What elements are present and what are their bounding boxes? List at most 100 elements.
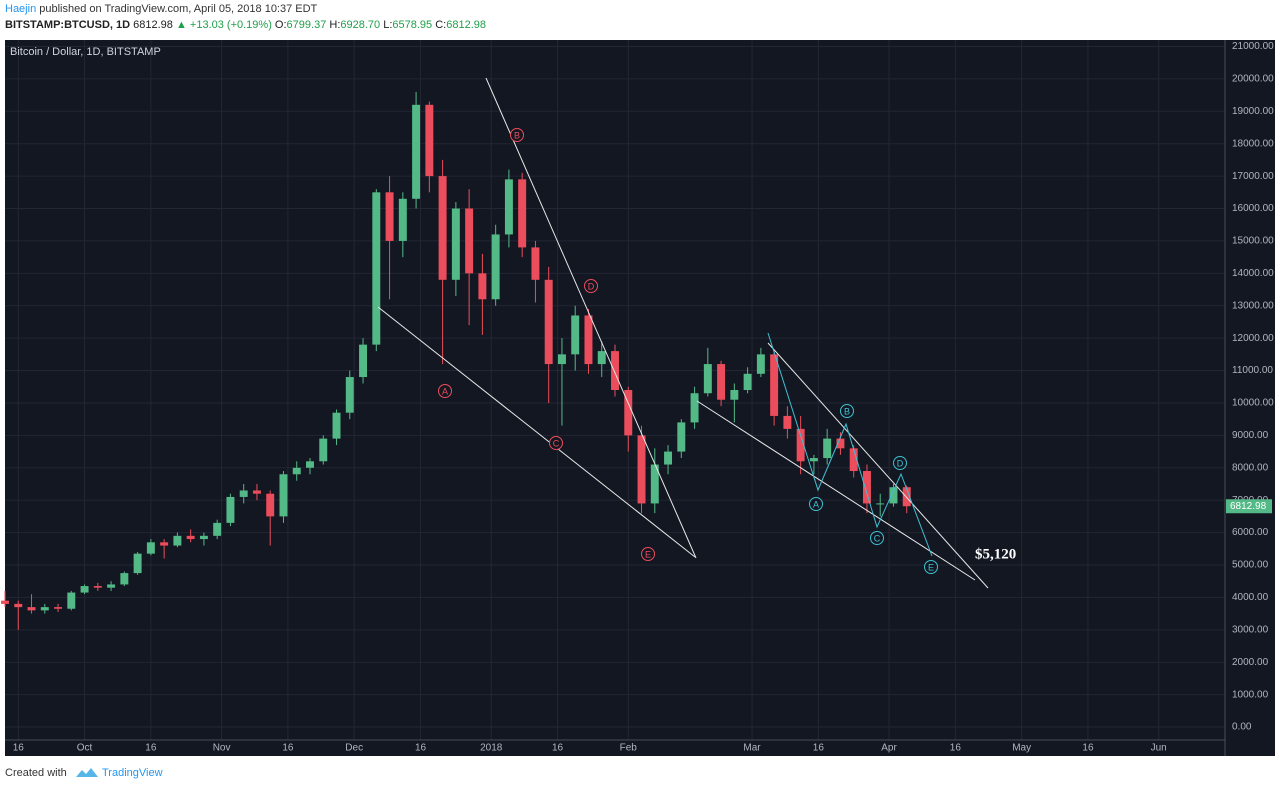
- x-tick-label: Jun: [1151, 743, 1167, 754]
- candle-body: [252, 490, 261, 494]
- y-tick-label: 19000.00: [1232, 106, 1274, 117]
- last: 6812.98: [133, 19, 173, 31]
- candle-body: [451, 208, 460, 280]
- candle-body: [54, 607, 63, 609]
- wave-labels: A B C D E A B C D E: [438, 128, 938, 574]
- symbol: BITSTAMP:BTCUSD, 1D: [5, 19, 130, 31]
- candle-body: [345, 377, 354, 413]
- y-tick-label: 1000.00: [1232, 689, 1269, 700]
- candle-body: [14, 603, 23, 608]
- footer-brand[interactable]: TradingView: [102, 767, 163, 779]
- candle-body: [67, 592, 76, 609]
- candle-body: [359, 344, 368, 378]
- candle-body: [823, 438, 832, 459]
- candle-body: [611, 351, 619, 390]
- candle-body: [504, 179, 513, 235]
- candle-body: [743, 373, 752, 390]
- candle-body: [650, 464, 659, 504]
- published: published on TradingView.com, April 05, …: [39, 3, 317, 15]
- wave-label: D: [588, 281, 595, 291]
- wave-label: D: [897, 458, 904, 468]
- y-tick-label: 21000.00: [1232, 41, 1274, 52]
- x-tick-label: Mar: [743, 743, 761, 754]
- x-tick-label: 16: [282, 743, 294, 754]
- ohlc-label: C:: [435, 19, 446, 31]
- wave-marker: [510, 128, 524, 142]
- candle-body: [133, 553, 142, 574]
- wave-label: A: [442, 386, 448, 396]
- candle-body: [186, 535, 195, 540]
- y-tick-label: 6000.00: [1232, 527, 1269, 538]
- candle-body: [478, 273, 487, 300]
- candle-body: [438, 176, 447, 280]
- y-tick-label: 2000.00: [1232, 657, 1269, 668]
- ohlc-label: H:: [329, 19, 340, 31]
- candle-body: [226, 496, 235, 523]
- candle-body: [279, 474, 288, 517]
- symbol-line: BITSTAMP:BTCUSD, 1D 6812.98 ▲ +13.03 (+0…: [5, 19, 486, 31]
- ohlc-value: 6812.98: [446, 19, 486, 31]
- x-tick-label: 16: [145, 743, 157, 754]
- ohlc-value: 6928.70: [340, 19, 380, 31]
- candle-body: [518, 179, 527, 248]
- candle-body: [199, 535, 208, 540]
- y-tick-label: 5000.00: [1232, 560, 1269, 571]
- y-tick-label: 3000.00: [1232, 624, 1269, 635]
- trend-line: [485, 77, 697, 559]
- candle-body: [557, 354, 566, 365]
- wave-marker: [809, 497, 823, 511]
- wave-marker: [924, 560, 938, 574]
- x-tick-label: Nov: [213, 743, 231, 754]
- candle-body: [398, 198, 407, 241]
- candle-body: [120, 573, 129, 585]
- x-tick-label: Dec: [345, 743, 363, 754]
- price-tag-label: 6812.98: [1230, 501, 1267, 512]
- wave-marker: [893, 456, 907, 470]
- wave-line: [767, 332, 933, 557]
- trend-lines: [377, 77, 989, 589]
- wave-marker: [840, 404, 854, 418]
- trend-line: [767, 342, 989, 589]
- candle-body: [1, 600, 9, 604]
- candle-body: [849, 448, 858, 472]
- candle-body: [756, 354, 765, 374]
- candle-body: [544, 279, 553, 365]
- wave-marker: [870, 531, 884, 545]
- candles: [1, 91, 911, 630]
- y-tick-label: 4000.00: [1232, 592, 1269, 603]
- wave-marker: [584, 279, 598, 293]
- x-tick-label: 16: [950, 743, 962, 754]
- candle-body: [412, 104, 421, 199]
- candle-body: [703, 364, 712, 394]
- trend-line: [377, 306, 696, 558]
- candle-body: [146, 542, 155, 554]
- ohlc-label: L:: [383, 19, 392, 31]
- header-line: Haejin published on TradingView.com, Apr…: [5, 3, 318, 15]
- candle-body: [571, 315, 580, 355]
- candle-body: [425, 104, 434, 177]
- y-tick-label: 15000.00: [1232, 236, 1274, 247]
- candle-body: [889, 487, 898, 504]
- y-tick-label: 16000.00: [1232, 203, 1274, 214]
- x-tick-label: Oct: [77, 743, 93, 754]
- legend: Bitcoin / Dollar, 1D, BITSTAMP: [10, 46, 161, 58]
- y-tick-label: 14000.00: [1232, 268, 1274, 279]
- candle-body: [770, 354, 779, 416]
- candle-body: [93, 586, 102, 588]
- x-tick-label: May: [1012, 743, 1031, 754]
- candle-body: [491, 234, 500, 300]
- annotation: $5,120: [975, 546, 1016, 562]
- y-tick-label: 10000.00: [1232, 398, 1274, 409]
- candle-body: [465, 208, 474, 274]
- author[interactable]: Haejin: [5, 3, 36, 15]
- y-tick-label: 20000.00: [1232, 74, 1274, 85]
- wave-label: C: [553, 438, 560, 448]
- candle-body: [717, 364, 726, 400]
- logo: [76, 768, 98, 777]
- candle-body: [637, 435, 646, 504]
- x-tick-label: 16: [552, 743, 564, 754]
- x-tick-label: Apr: [881, 743, 897, 754]
- chart-pane: [5, 40, 1275, 756]
- candle-body: [372, 192, 381, 345]
- y-tick-label: 12000.00: [1232, 333, 1274, 344]
